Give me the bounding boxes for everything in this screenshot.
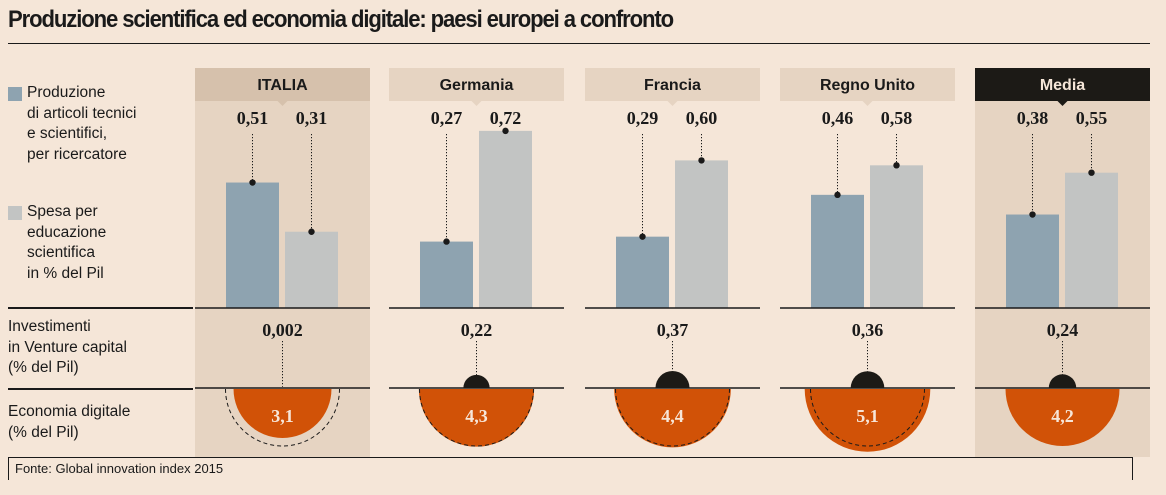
- bar-articles: [420, 241, 473, 308]
- source-note: Fonte: Global innovation index 2015: [15, 461, 224, 476]
- bar-education: [285, 231, 338, 308]
- venture-value-label: 0,22: [461, 320, 493, 340]
- row-label-line: Investimenti: [8, 318, 91, 335]
- row-divider-left-1: [8, 307, 193, 309]
- digital-value-label: 4,3: [465, 406, 488, 426]
- bar-articles: [811, 194, 864, 308]
- bar-articles-dot: [834, 191, 841, 199]
- bar-articles-value-label: 0,51: [237, 108, 269, 128]
- row-label-line: in Venture capital: [8, 338, 127, 356]
- country-header-box: [195, 68, 370, 101]
- venture-value-label: 0,36: [852, 320, 884, 340]
- bar-articles-value-label: 0,27: [431, 108, 463, 128]
- footer: Fonte: Global innovation index 2015: [8, 457, 1133, 480]
- bar-education: [870, 165, 923, 308]
- country-label: Media: [1040, 77, 1085, 94]
- header-pointer: [1057, 101, 1068, 106]
- header-pointer: [471, 101, 482, 106]
- bar-education-dot: [502, 127, 509, 135]
- bar-articles: [616, 236, 669, 308]
- digital-value-label: 5,1: [856, 406, 879, 426]
- row-label-line: (% del Pil): [8, 423, 79, 441]
- row-label-line: (% del Pil): [8, 359, 79, 376]
- chart-title: Produzione scientifica ed economia digit…: [8, 6, 674, 33]
- bar-articles-dot: [249, 179, 256, 186]
- bar-education-dot: [893, 162, 900, 169]
- bar-articles-value-label: 0,29: [627, 108, 659, 128]
- country-header-box: [585, 68, 760, 101]
- legend-line: Spesa per: [27, 203, 98, 220]
- header-pointer: [277, 101, 288, 106]
- legend-line: Produzione: [27, 84, 106, 101]
- bar-education-value-label: 0,58: [881, 108, 913, 128]
- venture-semicircle: [655, 370, 690, 388]
- bar-articles-dot: [639, 233, 646, 240]
- column-germania: Germania 0,27 0,72 0,22 4,3: [389, 68, 564, 447]
- bar-education-dot: [308, 228, 315, 235]
- country-label: Francia: [644, 77, 701, 94]
- digital-semicircle: [233, 389, 332, 438]
- legend-line: per ricercatore: [27, 145, 127, 163]
- country-label: ITALIA: [257, 77, 308, 94]
- bar-education: [675, 160, 728, 308]
- bar-articles: [226, 182, 279, 308]
- bar-education-value-label: 0,72: [490, 108, 522, 128]
- header-pointer: [667, 101, 678, 106]
- legend-swatch-articles: [8, 87, 22, 101]
- column-francia: Francia 0,29 0,60 0,37 4,4: [585, 68, 760, 448]
- venture-value-label: 0,002: [262, 320, 303, 340]
- bar-education: [479, 130, 532, 308]
- bar-articles-dot: [443, 238, 450, 245]
- digital-semicircle: [614, 389, 731, 448]
- venture-value-label: 0,24: [1047, 320, 1079, 340]
- digital-semicircle: [1005, 389, 1120, 446]
- header-pointer: [862, 101, 873, 106]
- bar-articles-value-label: 0,38: [1017, 108, 1049, 128]
- row-divider-left-2: [8, 388, 193, 390]
- bar-education: [1065, 172, 1118, 308]
- digital-value-label: 4,2: [1051, 406, 1074, 426]
- bar-education-dot: [698, 157, 705, 164]
- country-header-box: [389, 68, 564, 101]
- digital-semicircle: [418, 389, 535, 447]
- row-label-line: Economia digitale: [8, 403, 131, 420]
- row-label-venture: Investimenti in Venture capital (% del P…: [8, 317, 127, 379]
- bar-articles: [1006, 214, 1059, 308]
- bar-education-value-label: 0,55: [1076, 108, 1108, 128]
- country-label: Regno Unito: [820, 77, 915, 94]
- bar-articles-dot: [1029, 211, 1036, 218]
- venture-semicircle: [850, 371, 885, 388]
- title-rule: [8, 43, 1150, 44]
- legend-line: di articoli tecnici: [27, 104, 137, 122]
- column-regno-unito: Regno Unito 0,46 0,58 0,36 5,1: [780, 68, 955, 452]
- venture-value-label: 0,37: [657, 320, 689, 340]
- venture-semicircle: [463, 374, 490, 388]
- country-header-box: [975, 68, 1150, 101]
- legend-line: educazione: [27, 223, 107, 241]
- country-label: Germania: [440, 77, 514, 94]
- legend-label-education: Spesa per educazione scientifica in % de…: [27, 202, 106, 284]
- legend-line: in % del Pil: [27, 264, 104, 282]
- legend-label-articles: Produzione di articoli tecnici e scienti…: [27, 83, 136, 165]
- country-header-box: [780, 68, 955, 101]
- column-italia: ITALIA 0,51 0,31 0,002 3,1: [195, 68, 370, 457]
- row-label-digital: Economia digitale (% del Pil): [8, 402, 130, 443]
- bar-education-value-label: 0,31: [296, 108, 328, 128]
- venture-semicircle: [1048, 374, 1077, 388]
- digital-value-label: 4,4: [661, 406, 684, 426]
- bar-education-value-label: 0,60: [686, 108, 718, 128]
- column-media: Media 0,38 0,55 0,24 4,2: [975, 68, 1150, 457]
- legend-line: e scientifici,: [27, 125, 108, 142]
- legend-line: scientifica: [27, 244, 96, 261]
- bar-articles-value-label: 0,46: [822, 108, 854, 128]
- legend-swatch-education: [8, 206, 22, 220]
- bar-education-dot: [1088, 169, 1095, 176]
- digital-value-label: 3,1: [271, 406, 294, 426]
